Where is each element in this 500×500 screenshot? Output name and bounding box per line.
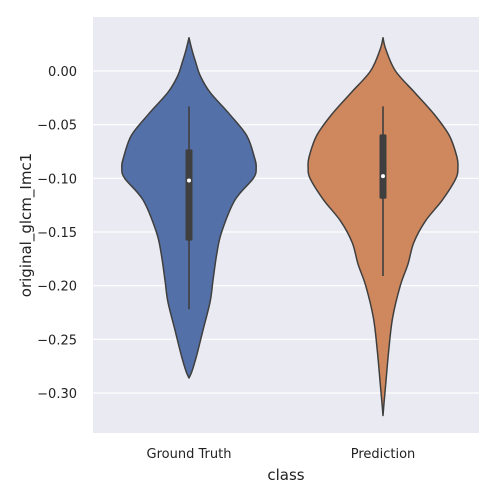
y-tick-label: −0.05 [37, 119, 77, 134]
y-tick-label: −0.25 [37, 333, 77, 348]
y-tick-label: −0.20 [37, 280, 77, 295]
violins [121, 36, 459, 417]
y-axis-label: original_glcm_Imc1 [17, 153, 36, 297]
x-axis-label: class [267, 466, 304, 484]
y-tick-label: −0.30 [37, 387, 77, 402]
x-tick-labels: Ground Truth Prediction [147, 447, 416, 462]
violin-iqr-box [185, 149, 193, 241]
violin-ground-truth [121, 36, 257, 379]
violin-median-dot [187, 178, 191, 183]
x-tick-label: Ground Truth [147, 447, 232, 462]
y-tick-labels: 0.00 −0.05 −0.10 −0.15 −0.20 −0.25 −0.30 [37, 65, 77, 402]
violin-prediction [307, 36, 459, 417]
x-tick-label: Prediction [351, 447, 416, 462]
violin-median-dot [381, 174, 385, 179]
violin-iqr-box [379, 134, 387, 199]
y-tick-label: −0.15 [37, 226, 77, 241]
y-tick-label: −0.10 [37, 172, 77, 187]
y-tick-label: 0.00 [48, 65, 77, 80]
